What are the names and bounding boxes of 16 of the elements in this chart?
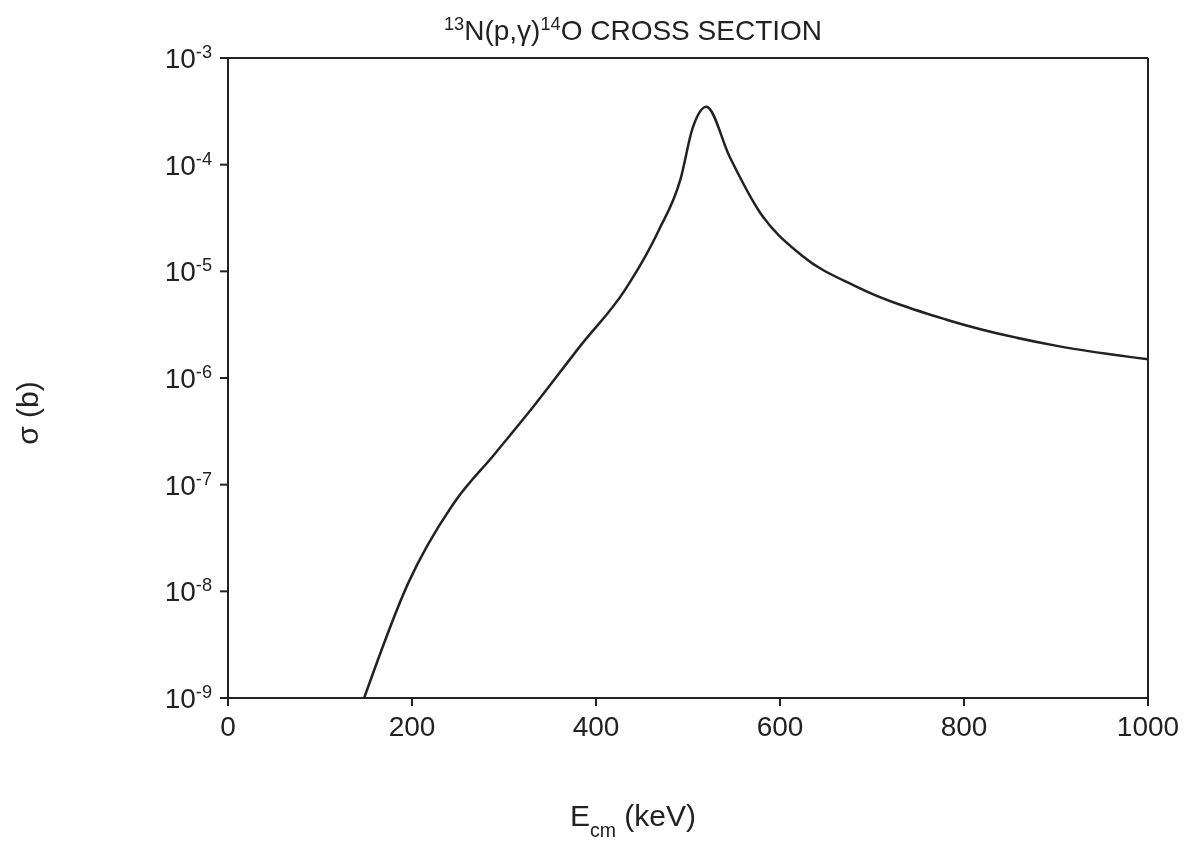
y-tick-label: 10$^{-6}$ (164, 362, 212, 394)
x-tick-label: 1000 (1116, 711, 1180, 742)
y-tick-label: 10$^{-3}$ (164, 42, 212, 74)
y-tick-label: 10$^{-9}$ (164, 682, 212, 714)
y-tick-label: 10$^{-8}$ (164, 575, 212, 608)
y-axis-title: σ (b) (11, 381, 44, 445)
x-tick-label: 400 (572, 711, 620, 742)
x-tick-label: 0 (220, 711, 236, 742)
y-tick-label: 10$^{-5}$ (164, 255, 212, 288)
x-tick-label: 800 (940, 711, 988, 742)
x-tick-label: 600 (756, 711, 804, 742)
x-axis-title: E$_{cm}$ (keV) (569, 799, 697, 841)
y-tick-label: 10$^{-4}$ (164, 148, 212, 181)
y-tick-label: 10$^{-7}$ (164, 468, 212, 501)
x-tick-label: 200 (388, 711, 436, 742)
chart-title: $^{13}$N(p,γ)$^{14}$O CROSS SECTION (443, 14, 823, 46)
